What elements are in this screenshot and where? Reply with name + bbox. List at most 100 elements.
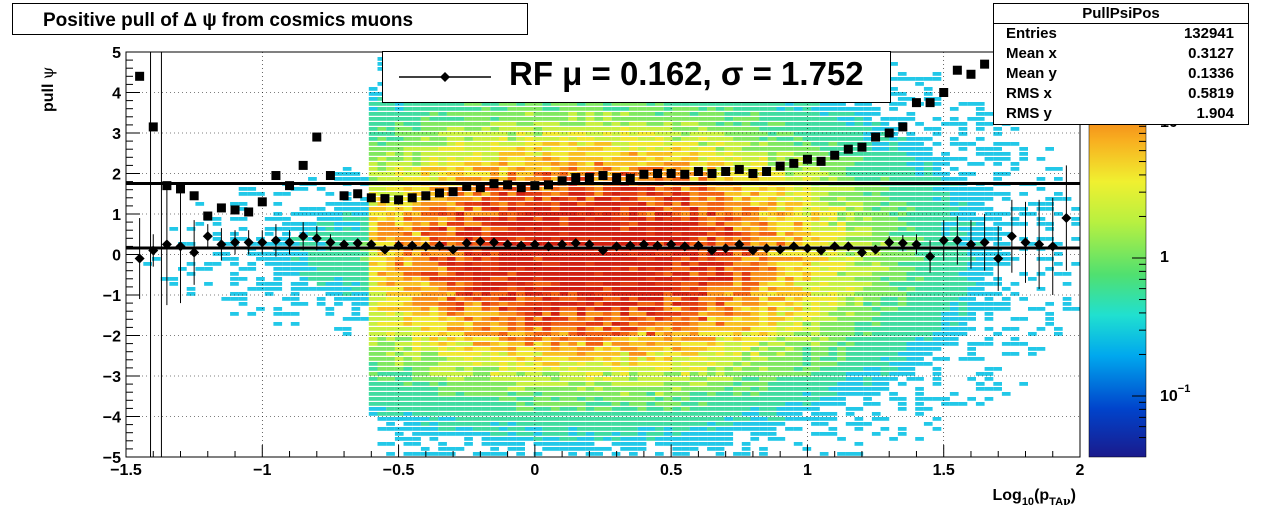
heatmap-cell	[837, 137, 846, 141]
heatmap-cell	[429, 387, 439, 391]
heatmap-cell	[629, 262, 638, 266]
heatmap-cell	[403, 312, 413, 316]
heatmap-cell	[238, 292, 248, 296]
heatmap-cell	[429, 377, 439, 381]
heatmap-cell	[880, 337, 890, 341]
heatmap-cell	[889, 137, 898, 141]
heatmap-cell	[446, 232, 456, 236]
heatmap-cell	[394, 317, 404, 321]
heatmap-cell	[646, 342, 656, 346]
heatmap-cell	[438, 377, 447, 381]
heatmap-cell	[646, 207, 656, 211]
heatmap-cell	[403, 367, 413, 371]
heatmap-cell	[412, 377, 421, 381]
heatmap-cell	[386, 237, 395, 241]
heatmap-cell	[698, 432, 708, 436]
heatmap-cell	[759, 422, 768, 426]
heatmap-cell	[429, 262, 439, 266]
heatmap-cell	[715, 392, 725, 396]
heatmap-cell	[438, 262, 447, 266]
heatmap-cell	[793, 197, 803, 201]
heatmap-cell	[594, 157, 603, 161]
heatmap-cell	[594, 382, 603, 386]
heatmap-cell	[412, 387, 421, 391]
heatmap-cell	[663, 297, 673, 301]
heatmap-cell	[386, 362, 395, 366]
heatmap-cell	[403, 132, 413, 136]
heatmap-cell	[368, 272, 378, 276]
heatmap-cell	[446, 117, 456, 121]
heatmap-cell	[707, 417, 716, 421]
heatmap-cell	[559, 202, 569, 206]
heatmap-cell	[802, 202, 812, 206]
heatmap-cell	[828, 102, 838, 106]
heatmap-cell	[733, 417, 742, 421]
heatmap-cell	[672, 207, 682, 211]
heatmap-cell	[256, 237, 265, 241]
heatmap-cell	[776, 407, 786, 411]
heatmap-cell	[334, 297, 343, 301]
heatmap-cell	[594, 117, 603, 121]
heatmap-cell	[542, 227, 551, 231]
heatmap-cell	[845, 207, 855, 211]
heatmap-cell	[568, 227, 577, 231]
heatmap-cell	[524, 147, 534, 151]
heatmap-cell	[681, 322, 690, 326]
heatmap-cell	[221, 297, 231, 301]
heatmap-cell	[837, 187, 846, 191]
heatmap-cell	[603, 112, 612, 116]
heatmap-cell	[629, 137, 638, 141]
heatmap-cell	[577, 367, 586, 371]
heatmap-cell	[819, 112, 829, 116]
heatmap-cell	[741, 272, 751, 276]
heatmap-cell	[611, 282, 621, 286]
heatmap-cell	[386, 272, 395, 276]
heatmap-cell	[611, 362, 621, 366]
heatmap-cell	[663, 167, 673, 171]
heatmap-cell	[438, 322, 447, 326]
heatmap-cell	[776, 347, 786, 351]
heatmap-cell	[611, 382, 621, 386]
heatmap-cell	[551, 172, 560, 176]
heatmap-cell	[308, 262, 317, 266]
heatmap-cell	[481, 212, 491, 216]
heatmap-cell	[741, 232, 751, 236]
heatmap-cell	[646, 332, 656, 336]
heatmap-cell	[412, 242, 421, 246]
heatmap-cell	[585, 397, 595, 401]
heatmap-cell	[412, 257, 421, 261]
heatmap-cell	[611, 192, 621, 196]
heatmap-cell	[394, 102, 404, 106]
heatmap-cell	[629, 352, 638, 356]
heatmap-cell	[472, 172, 482, 176]
heatmap-cell	[646, 372, 656, 376]
heatmap-cell	[490, 227, 499, 231]
heatmap-cell	[446, 362, 456, 366]
heatmap-cell	[490, 352, 499, 356]
heatmap-cell	[594, 122, 603, 126]
heatmap-cell	[603, 207, 612, 211]
heatmap-cell	[446, 137, 456, 141]
heatmap-cell	[767, 242, 777, 246]
heatmap-cell	[412, 357, 421, 361]
heatmap-cell	[351, 252, 361, 256]
heatmap-cell	[342, 267, 352, 271]
heatmap-cell	[655, 132, 664, 136]
heatmap-cell	[828, 432, 838, 436]
heatmap-cell	[733, 407, 742, 411]
heatmap-cell	[759, 312, 768, 316]
heatmap-cell	[889, 372, 898, 376]
heatmap-cell	[854, 452, 864, 456]
heatmap-cell	[715, 387, 725, 391]
heatmap-cell	[837, 167, 846, 171]
heatmap-cell	[577, 292, 586, 296]
heatmap-cell	[707, 232, 716, 236]
heatmap-cell	[741, 337, 751, 341]
heatmap-cell	[429, 317, 439, 321]
heatmap-cell	[429, 402, 439, 406]
heatmap-cell	[811, 117, 820, 121]
heatmap-cell	[585, 447, 595, 451]
heatmap-cell	[733, 297, 742, 301]
heatmap-cell	[455, 282, 465, 286]
heatmap-cell	[811, 407, 820, 411]
